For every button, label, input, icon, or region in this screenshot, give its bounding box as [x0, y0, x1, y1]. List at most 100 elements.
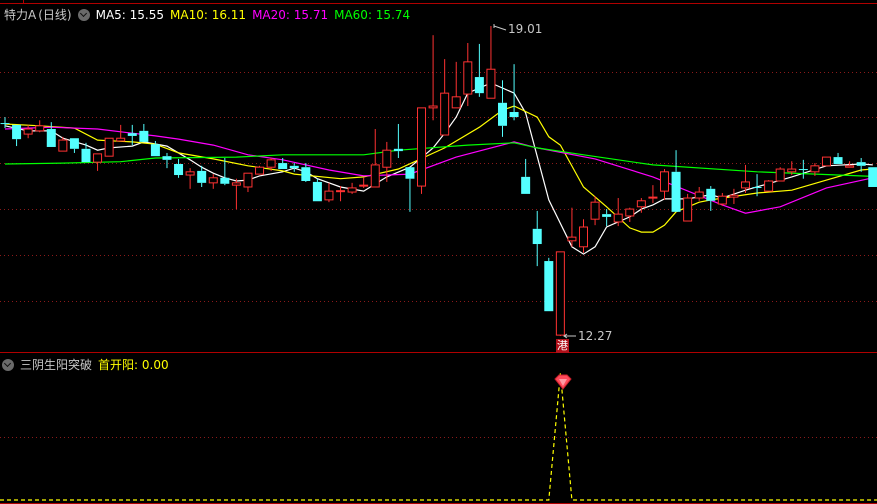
candle: [185, 168, 195, 189]
candle-body: [451, 96, 461, 109]
candle-body: [706, 188, 716, 201]
stock-name: 特力A: [4, 8, 37, 22]
candle-body: [255, 166, 265, 175]
candle: [93, 153, 103, 171]
candle-body: [12, 124, 22, 140]
candle: [405, 167, 415, 212]
candle-body: [625, 208, 635, 217]
candle-body: [220, 177, 230, 184]
candle-body: [717, 195, 727, 205]
candle-body: [104, 137, 114, 157]
candle: [174, 158, 184, 178]
candle: [729, 188, 739, 205]
candle-body: [231, 182, 241, 186]
candle: [486, 25, 496, 99]
candle: [197, 165, 207, 187]
candle: [856, 158, 866, 172]
candle: [671, 150, 681, 212]
candle: [359, 177, 369, 188]
candle-body: [567, 236, 577, 242]
candle: [81, 142, 91, 163]
candle-body: [162, 156, 172, 160]
candle-body: [116, 137, 126, 142]
candle-body: [636, 200, 646, 208]
chevron-down-circle-icon[interactable]: [2, 358, 14, 371]
candle: [370, 129, 380, 188]
candle: [150, 140, 160, 157]
candle: [752, 174, 762, 197]
indicator-header: 三阴生阳突破 首开阳: 0.00: [2, 356, 169, 373]
candle: [440, 59, 450, 136]
candle: [347, 182, 357, 194]
ma-line-ma10: [4, 105, 873, 233]
indicator-name: 三阴生阳突破: [20, 358, 93, 372]
candle: [579, 219, 588, 253]
candle-body: [23, 128, 33, 135]
main-chart-header: 特力A (日线) MA5: 15.55 MA10: 16.11 MA20: 15…: [4, 6, 410, 23]
candle-body: [174, 163, 184, 176]
candle-body: [139, 130, 149, 142]
ma20-value: MA20: 15.71: [252, 7, 329, 22]
candle: [255, 165, 265, 175]
candle-body: [208, 177, 218, 184]
candle: [740, 164, 750, 193]
low-marker: [563, 333, 576, 339]
candle: [775, 167, 785, 182]
candle-body: [810, 165, 820, 173]
candle-body: [382, 149, 392, 168]
indicator-line: [0, 372, 877, 501]
candle: [208, 174, 218, 189]
candle-body: [671, 171, 681, 212]
candle-body: [69, 138, 79, 149]
candle: [336, 186, 346, 202]
candle-body: [729, 194, 739, 198]
candle-body: [93, 153, 103, 163]
candle: [544, 257, 554, 312]
candle-body: [498, 102, 508, 126]
candle-body: [579, 226, 588, 248]
candle: [798, 159, 808, 179]
candle: [220, 158, 230, 186]
ma5-value: MA5: 15.55: [95, 7, 165, 22]
candle: [23, 124, 33, 139]
candle-body: [764, 180, 774, 192]
candle-body: [278, 163, 288, 170]
chevron-down-circle-icon[interactable]: [77, 8, 90, 21]
candle-body: [544, 261, 554, 312]
candle-body: [35, 125, 45, 132]
candle-body: [740, 181, 750, 189]
candle: [567, 207, 577, 247]
candle-body: [521, 176, 531, 194]
candle-body: [440, 92, 450, 136]
candle: [474, 43, 484, 97]
candle: [35, 120, 45, 133]
candle: [694, 186, 704, 201]
candle: [602, 209, 612, 227]
candle: [683, 193, 693, 222]
candle: [810, 163, 820, 176]
candle-body: [150, 144, 160, 157]
candle: [0, 117, 10, 129]
candle: [590, 196, 600, 226]
candle: [821, 156, 831, 167]
candle-body: [602, 214, 612, 217]
candle-body: [659, 171, 669, 192]
candle-body: [648, 196, 658, 199]
candle-body: [752, 186, 762, 188]
high-price-label: 19.01: [508, 22, 543, 36]
candle-body: [845, 165, 855, 168]
ma10-value: MA10: 16.11: [170, 7, 247, 22]
candle-body: [81, 148, 91, 163]
candle: [324, 182, 334, 203]
candle-body: [868, 167, 877, 187]
candle: [243, 172, 253, 193]
candle-body: [393, 148, 403, 152]
candle: [116, 124, 126, 142]
candle: [417, 107, 427, 194]
candle-body: [185, 171, 195, 176]
candle-body: [405, 167, 415, 179]
hk-connect-tag[interactable]: 港: [556, 339, 569, 353]
candle: [301, 163, 311, 182]
ma60-value: MA60: 15.74: [334, 7, 411, 22]
